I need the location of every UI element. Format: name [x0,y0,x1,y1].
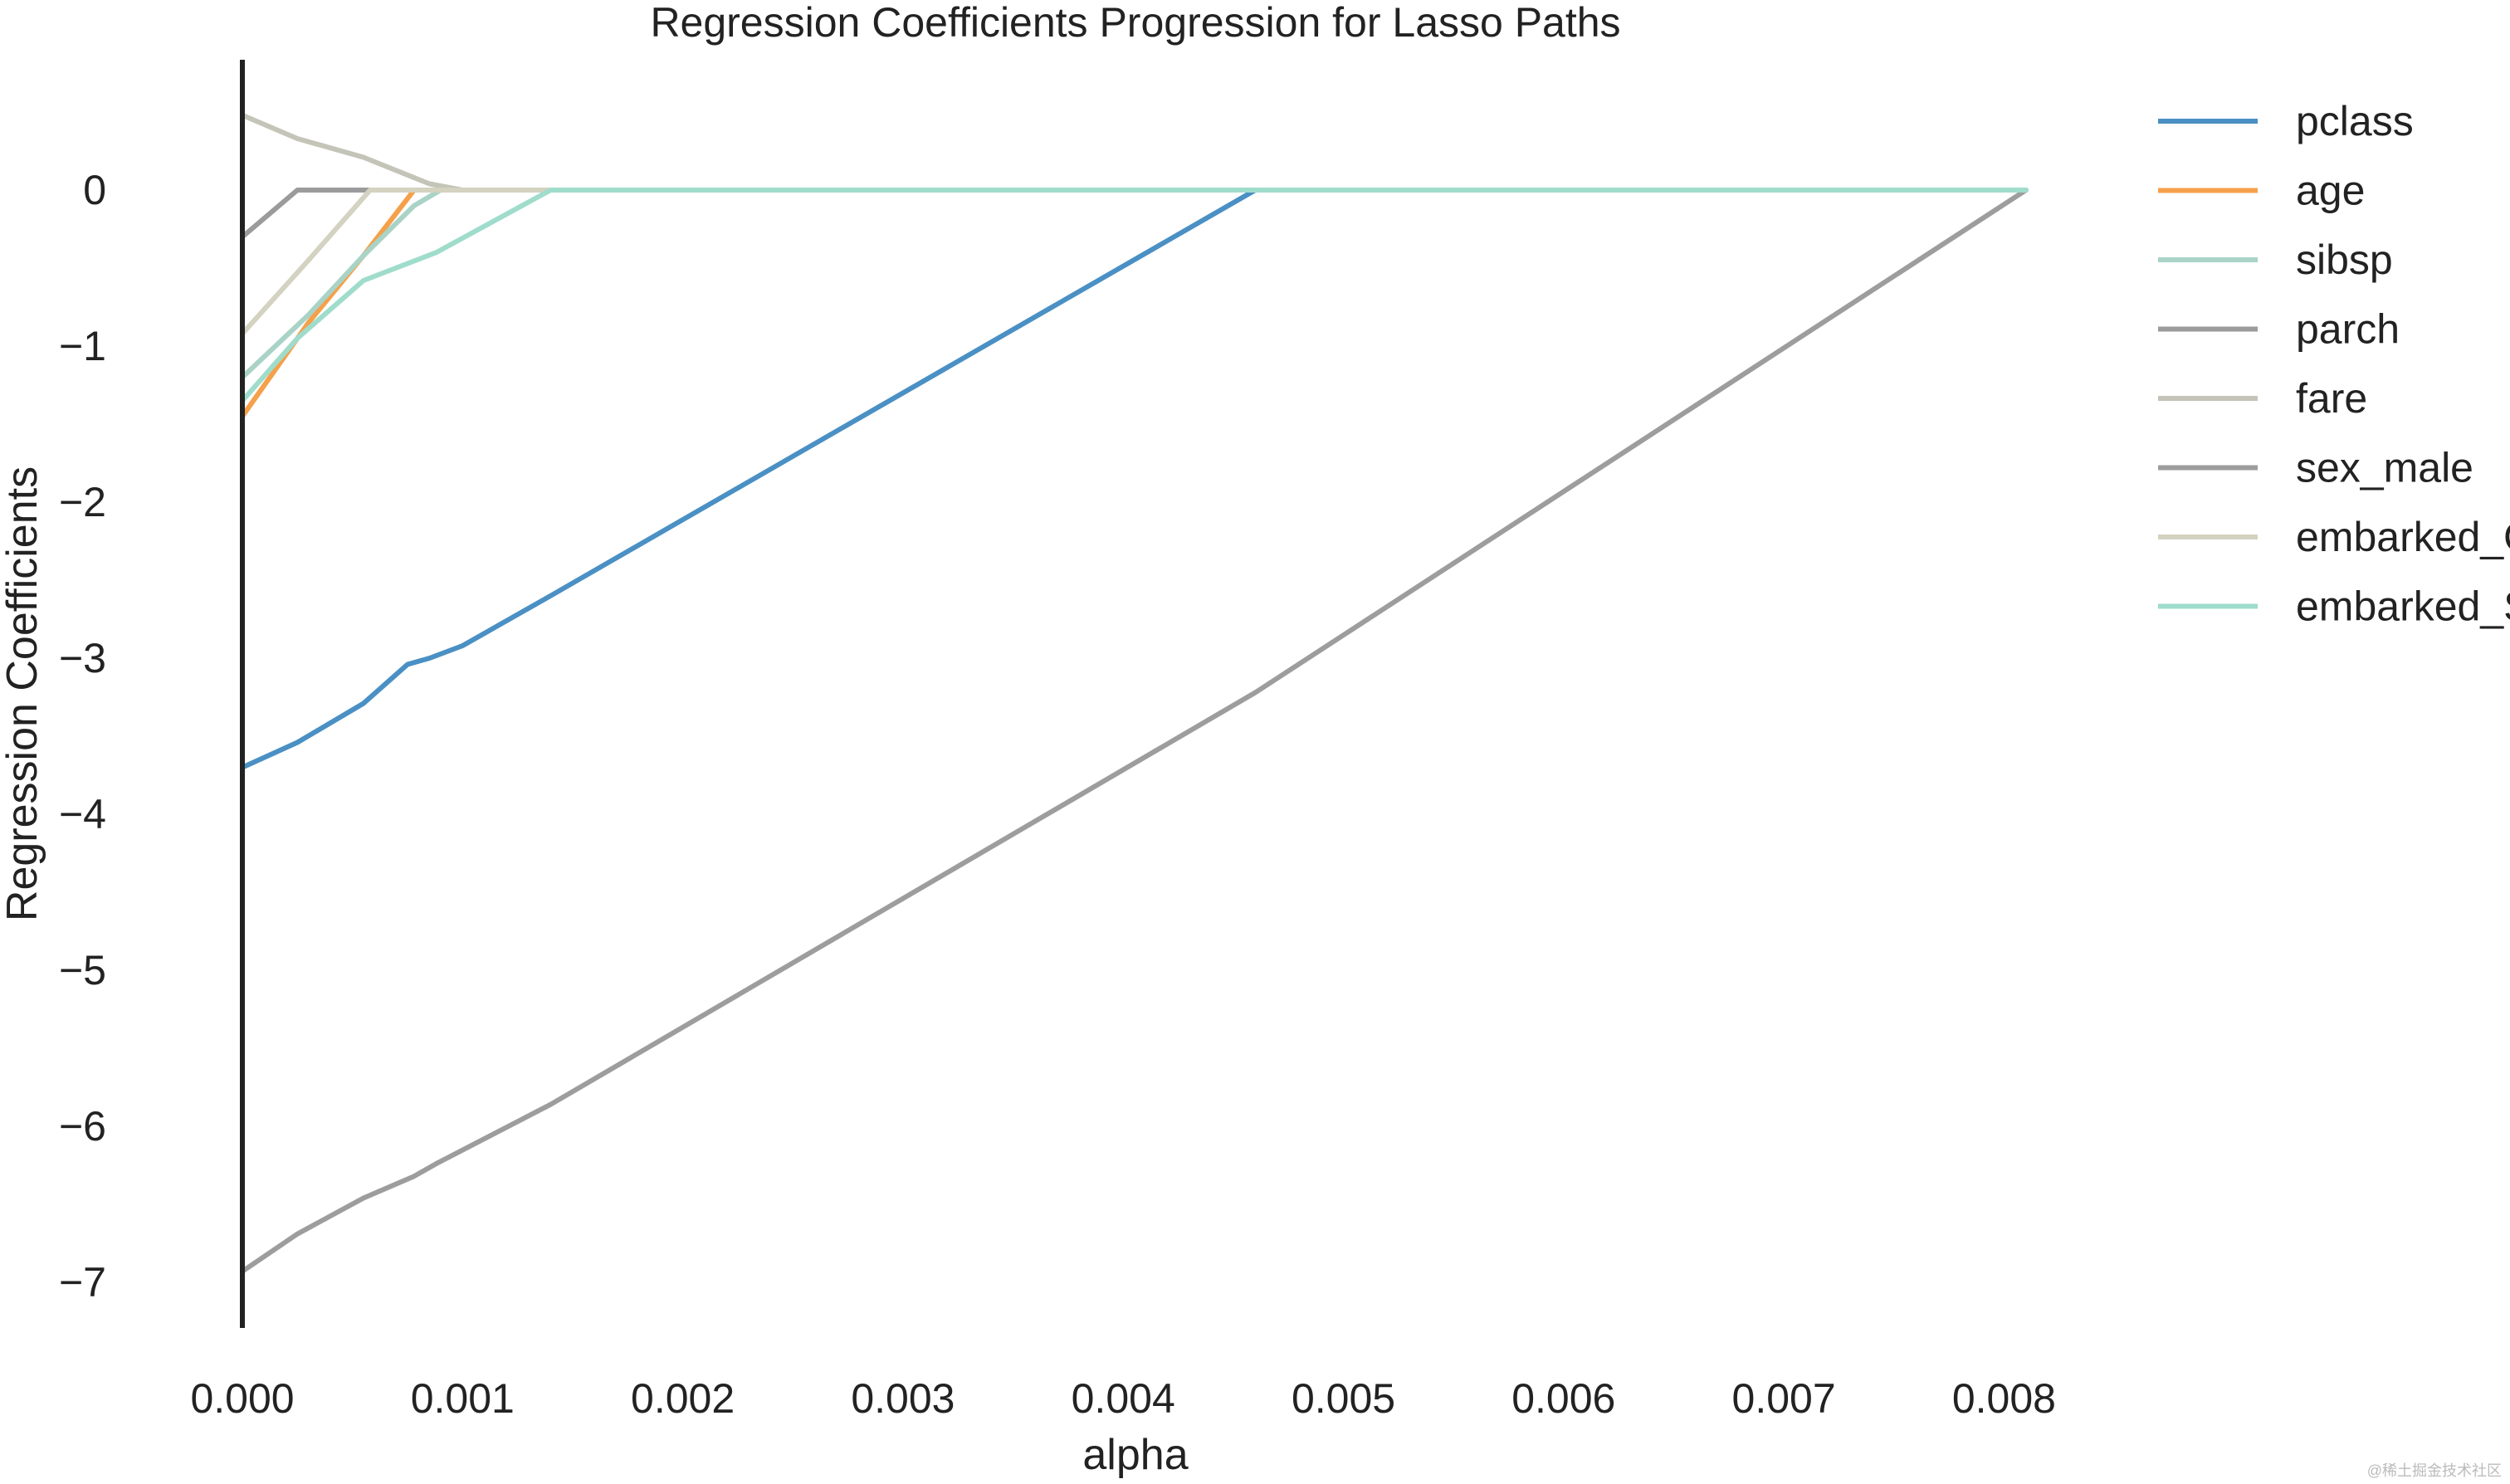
y-tick-label: −5 [59,947,106,993]
watermark: @稀土掘金技术社区 [2367,1462,2502,1479]
x-tick-label: 0.004 [1072,1375,1175,1422]
series-line-pclass [240,188,2029,770]
chart-title: Regression Coefficients Progression for … [650,0,1620,46]
legend-label-sibsp: sibsp [2296,237,2393,283]
legend-label-sex_male: sex_male [2296,445,2473,491]
y-tick-label: −6 [59,1103,106,1150]
legend-label-pclass: pclass [2296,98,2414,144]
series-lines [240,112,2029,1274]
x-tick-label: 0.005 [1292,1375,1395,1422]
x-tick-label: 0.008 [1952,1375,2056,1422]
legend-label-fare: fare [2296,375,2367,422]
x-tick-label: 0.000 [190,1375,294,1422]
x-axis-label: alpha [1082,1431,1188,1479]
legend-label-parch: parch [2296,306,2400,353]
series-line-sex_male [240,188,2029,1274]
x-tick-label: 0.007 [1732,1375,1836,1422]
y-tick-label: 0 [83,167,106,213]
series-line-sibsp [240,188,2029,380]
x-tick-label: 0.001 [411,1375,515,1422]
x-tick-labels: 0.000 0.001 0.002 0.003 0.004 0.005 0.006 0.007… [190,1375,2056,1422]
x-tick-label: 0.003 [851,1375,955,1422]
x-tick-label: 0.002 [631,1375,735,1422]
y-tick-label: −3 [59,635,106,681]
y-tick-label: −1 [59,323,106,369]
series-line-age [240,188,2029,419]
y-axis-label: Regression Coefficients [0,466,46,921]
y-tick-labels: 0 −1 −2 −3 −4 −5 −6 −7 [59,167,106,1306]
series-line-embarked_S [240,188,2029,403]
y-tick-label: −2 [59,479,106,525]
legend-label-embarked_Q: embarked_Q [2296,514,2510,560]
y-tick-label: −7 [59,1259,106,1306]
series-line-fare [240,112,2029,193]
legend: pclass age sibsp parch fare sex_male embarked_… [2158,98,2510,630]
x-tick-label: 0.006 [1511,1375,1615,1422]
y-tick-label: −4 [59,791,106,837]
legend-label-age: age [2296,168,2365,214]
legend-label-embarked_S: embarked_S [2296,583,2510,630]
